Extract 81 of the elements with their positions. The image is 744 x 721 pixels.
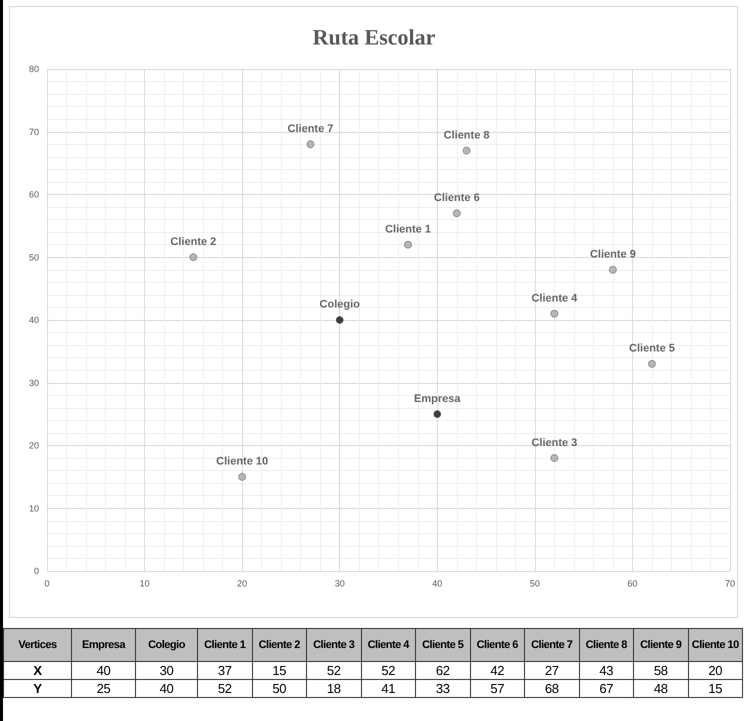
point <box>404 240 412 248</box>
data-label: 18 <box>306 680 361 698</box>
data-label: 27 <box>524 662 579 680</box>
data-label: 52 <box>361 662 416 680</box>
point <box>238 473 246 481</box>
series-label: Cliente 6 <box>434 192 480 204</box>
y-tick-label: 50 <box>28 252 39 262</box>
data-label: 33 <box>416 680 470 698</box>
data-label: 41 <box>361 680 416 698</box>
data-label: 67 <box>579 680 634 698</box>
category-label: Cliente 6 <box>470 628 524 662</box>
data-label: 30 <box>136 662 198 680</box>
series-label: Cliente 5 <box>629 342 675 355</box>
category-label: Cliente 8 <box>579 628 634 662</box>
x-tick-label: 70 <box>724 578 735 588</box>
x-tick-label: 10 <box>140 578 150 588</box>
y-tick-label: 60 <box>28 190 39 200</box>
data-label: 15 <box>688 680 742 698</box>
x-tick-label: 20 <box>237 578 248 588</box>
point <box>453 210 461 218</box>
y-tick-label: 70 <box>28 126 39 137</box>
chart-title: Ruta Escolar <box>312 24 436 50</box>
series-label: Cliente 9 <box>590 248 636 260</box>
point <box>609 266 617 274</box>
x-tick-label: 40 <box>432 578 442 588</box>
data-label: 62 <box>416 662 470 680</box>
data-label: 68 <box>524 680 579 698</box>
data-label: 20 <box>688 662 742 680</box>
text: Vertices <box>4 628 72 662</box>
data-label: 15 <box>252 662 306 680</box>
series-label: Cliente 3 <box>531 436 578 449</box>
category-label: Empresa <box>72 628 136 662</box>
legend-label: Y <box>4 680 72 698</box>
series-label: Colegio <box>320 298 360 311</box>
series-label: Cliente 1 <box>385 223 431 236</box>
point <box>190 253 198 262</box>
data-label: 25 <box>72 680 136 698</box>
category-label: Cliente 2 <box>252 628 306 662</box>
data-label: 52 <box>198 680 252 698</box>
category-label: Cliente 4 <box>361 628 416 662</box>
series-label: Empresa <box>414 392 462 405</box>
data-label: 37 <box>198 662 252 680</box>
category-label: Colegio <box>136 628 198 662</box>
data-label: 58 <box>634 662 688 680</box>
category-label: Cliente 1 <box>198 628 252 662</box>
series-label: Cliente 2 <box>170 236 216 248</box>
series-label: Cliente 4 <box>531 292 578 304</box>
x-tick-label: 60 <box>627 578 638 588</box>
category-label: Cliente 5 <box>416 628 470 662</box>
point <box>550 454 558 462</box>
x-tick-label: 0 <box>44 578 50 588</box>
data-label: 43 <box>579 662 634 680</box>
data-label: 40 <box>136 680 198 698</box>
legend-label: X <box>4 662 72 680</box>
category-label: Cliente 9 <box>634 628 688 662</box>
y-tick-label: 30 <box>28 378 39 388</box>
point <box>336 316 344 324</box>
series-label: Cliente 8 <box>444 129 490 142</box>
category-label: Cliente 10 <box>688 628 742 662</box>
data-label: 57 <box>470 680 524 698</box>
y-tick-label: 10 <box>28 503 39 514</box>
data-label: 52 <box>306 662 361 680</box>
series-label: Cliente 10 <box>216 456 268 468</box>
point <box>306 140 314 148</box>
category-label: Cliente 3 <box>306 628 361 662</box>
x-tick-label: 50 <box>530 578 540 588</box>
series-label: Cliente 7 <box>288 123 334 135</box>
category-label: Cliente 7 <box>524 628 579 662</box>
data-label: 50 <box>252 680 306 698</box>
y-tick-label: 40 <box>28 315 39 325</box>
data-label: 42 <box>470 662 524 680</box>
point <box>462 146 470 154</box>
x-tick-label: 30 <box>334 578 345 588</box>
data-label: 40 <box>72 662 136 680</box>
y-tick-label: 0 <box>34 566 39 576</box>
point <box>550 310 558 318</box>
y-tick-label: 80 <box>28 64 39 74</box>
data-label: 48 <box>634 680 688 698</box>
y-tick-label: 20 <box>28 440 39 450</box>
point <box>648 360 656 368</box>
point <box>433 410 442 418</box>
